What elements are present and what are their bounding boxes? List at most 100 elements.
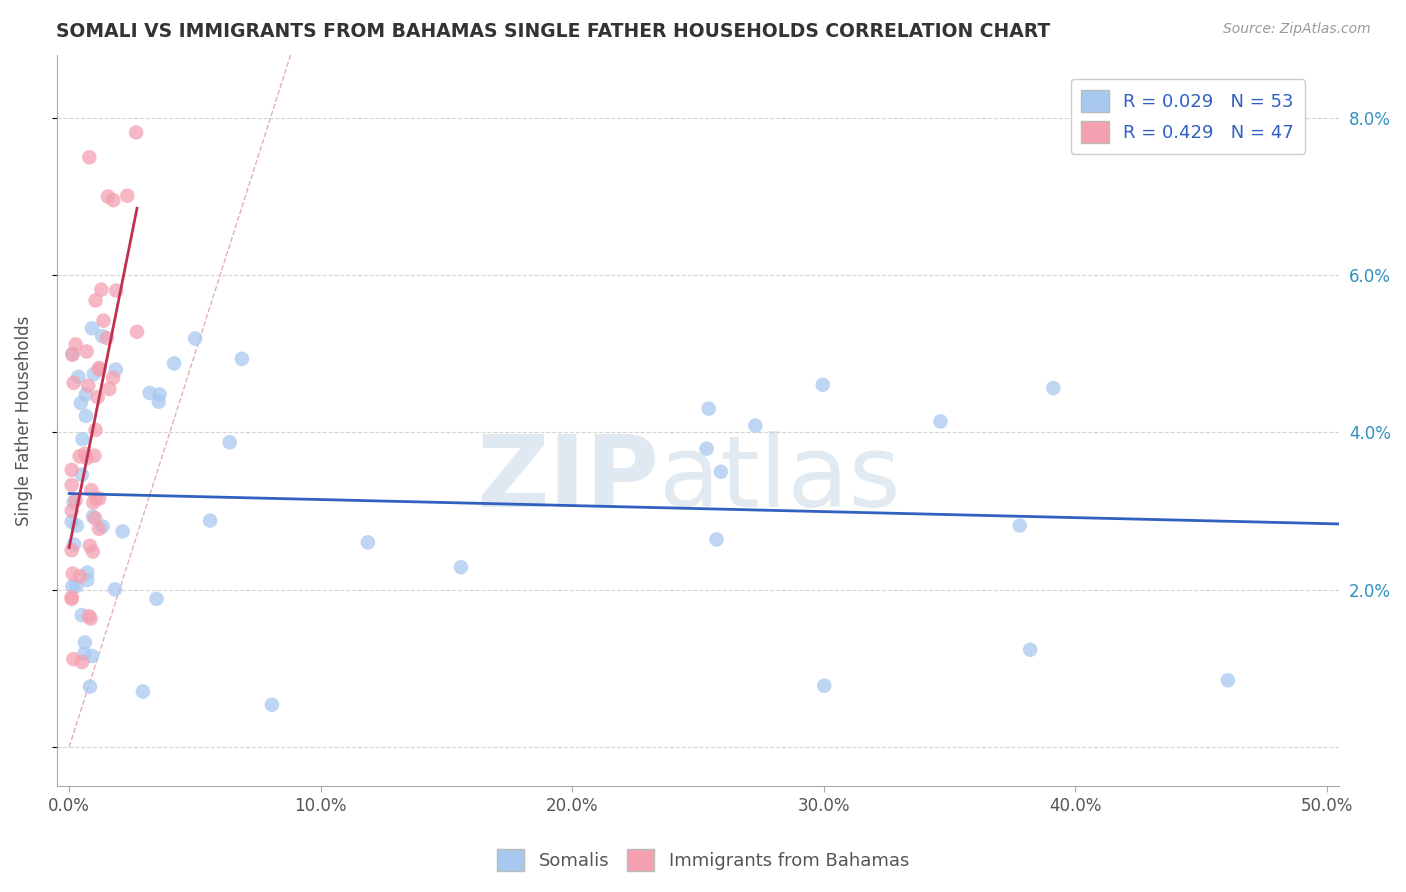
Point bbox=[62, 579, 84, 593]
Point bbox=[60, 515, 83, 529]
Y-axis label: Single Father Households: Single Father Households bbox=[15, 316, 32, 525]
Point bbox=[125, 126, 148, 140]
Point bbox=[104, 582, 127, 597]
Point bbox=[98, 382, 121, 396]
Point bbox=[62, 566, 84, 581]
Point bbox=[65, 579, 87, 593]
Point bbox=[811, 377, 834, 392]
Point bbox=[87, 522, 110, 536]
Point bbox=[93, 313, 115, 327]
Legend: Somalis, Immigrants from Bahamas: Somalis, Immigrants from Bahamas bbox=[489, 842, 917, 879]
Point bbox=[65, 337, 87, 351]
Point bbox=[697, 401, 720, 416]
Point bbox=[83, 449, 105, 463]
Point bbox=[101, 371, 124, 385]
Point bbox=[91, 519, 114, 533]
Point bbox=[60, 478, 83, 492]
Point bbox=[82, 495, 104, 509]
Point bbox=[60, 504, 83, 518]
Point bbox=[60, 591, 83, 606]
Point bbox=[73, 647, 96, 661]
Point bbox=[76, 573, 98, 587]
Point bbox=[60, 463, 83, 477]
Point bbox=[76, 344, 98, 359]
Point bbox=[73, 447, 96, 461]
Point bbox=[1042, 381, 1064, 395]
Point bbox=[82, 509, 104, 524]
Point bbox=[813, 679, 835, 693]
Point bbox=[77, 609, 100, 624]
Point bbox=[79, 539, 101, 553]
Point bbox=[84, 511, 107, 525]
Point bbox=[60, 591, 83, 605]
Point bbox=[87, 361, 110, 376]
Point bbox=[260, 698, 283, 712]
Point bbox=[90, 283, 112, 297]
Point bbox=[231, 351, 253, 366]
Point bbox=[145, 591, 167, 606]
Point bbox=[77, 378, 100, 392]
Point bbox=[97, 189, 120, 203]
Text: ZIP: ZIP bbox=[477, 431, 659, 528]
Point bbox=[79, 611, 101, 625]
Point bbox=[1019, 642, 1042, 657]
Point bbox=[86, 390, 108, 404]
Point bbox=[70, 467, 93, 482]
Point bbox=[132, 684, 155, 698]
Point bbox=[198, 514, 221, 528]
Point bbox=[62, 376, 84, 390]
Point bbox=[91, 329, 114, 343]
Point bbox=[83, 367, 105, 381]
Point bbox=[75, 409, 97, 423]
Text: Source: ZipAtlas.com: Source: ZipAtlas.com bbox=[1223, 22, 1371, 37]
Point bbox=[111, 524, 134, 539]
Point bbox=[105, 284, 128, 298]
Point bbox=[76, 566, 98, 580]
Point bbox=[218, 435, 240, 450]
Point bbox=[89, 362, 111, 376]
Point bbox=[103, 193, 125, 207]
Point bbox=[79, 680, 101, 694]
Point bbox=[70, 655, 93, 669]
Point bbox=[72, 432, 94, 446]
Point bbox=[1008, 518, 1031, 533]
Point bbox=[80, 321, 103, 335]
Point bbox=[62, 348, 84, 362]
Point bbox=[148, 387, 170, 401]
Point bbox=[89, 491, 111, 506]
Point bbox=[710, 465, 733, 479]
Point bbox=[60, 347, 83, 361]
Point bbox=[67, 369, 90, 384]
Point bbox=[184, 331, 207, 345]
Point bbox=[73, 635, 96, 649]
Point bbox=[696, 442, 718, 456]
Text: SOMALI VS IMMIGRANTS FROM BAHAMAS SINGLE FATHER HOUSEHOLDS CORRELATION CHART: SOMALI VS IMMIGRANTS FROM BAHAMAS SINGLE… bbox=[56, 22, 1050, 41]
Text: atlas: atlas bbox=[659, 431, 901, 528]
Point bbox=[125, 325, 148, 339]
Point bbox=[60, 543, 83, 558]
Point bbox=[65, 493, 87, 508]
Point bbox=[138, 386, 160, 401]
Point bbox=[80, 483, 103, 498]
Point bbox=[84, 491, 107, 506]
Point bbox=[63, 537, 86, 551]
Point bbox=[84, 293, 107, 308]
Point bbox=[357, 535, 380, 549]
Point bbox=[450, 560, 472, 574]
Point bbox=[117, 188, 139, 202]
Point bbox=[66, 518, 89, 533]
Point bbox=[70, 608, 93, 623]
Point bbox=[79, 150, 101, 164]
Point bbox=[84, 423, 107, 437]
Point bbox=[706, 533, 728, 547]
Point bbox=[82, 544, 104, 558]
Point bbox=[929, 414, 952, 428]
Point bbox=[744, 418, 766, 433]
Point bbox=[76, 451, 98, 466]
Point bbox=[80, 648, 103, 663]
Point bbox=[96, 331, 118, 345]
Point bbox=[62, 495, 84, 509]
Point bbox=[69, 450, 91, 464]
Point bbox=[163, 356, 186, 370]
Point bbox=[104, 362, 127, 376]
